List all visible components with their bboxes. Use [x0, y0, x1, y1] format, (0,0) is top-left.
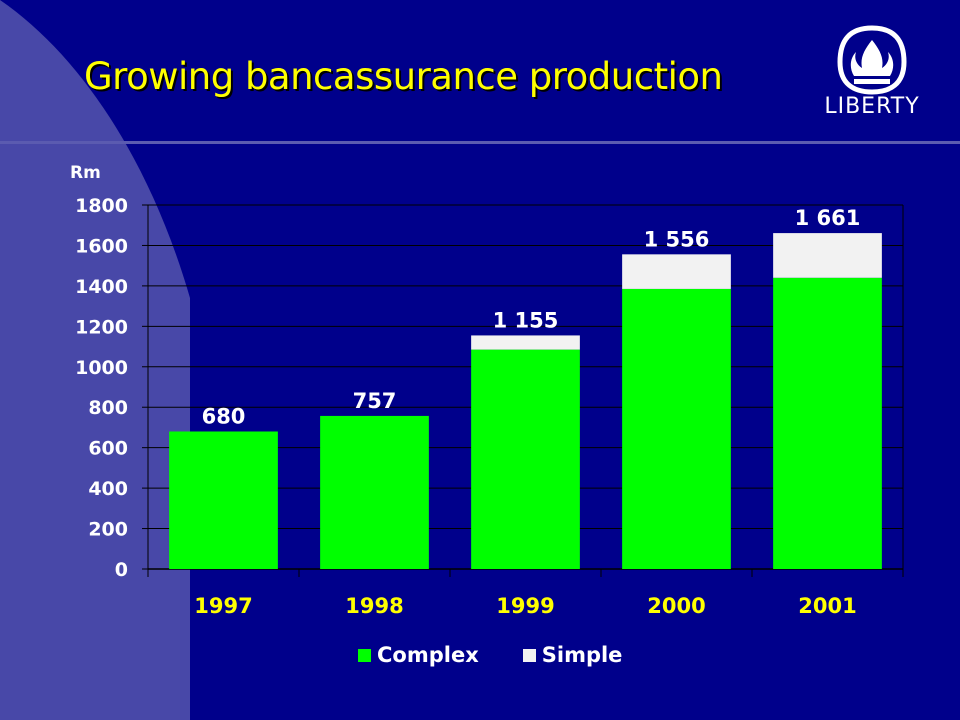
side-panel-shape	[0, 0, 190, 720]
bar-total-label: 757	[353, 389, 397, 413]
bar-total-label: 1 155	[493, 308, 559, 332]
x-tick-label: 1997	[194, 594, 252, 618]
y-tick-label: 800	[88, 397, 128, 419]
bar-simple	[773, 233, 882, 278]
y-tick-label: 1400	[75, 276, 128, 298]
x-tick-label: 2001	[798, 594, 856, 618]
slide-title: Growing bancassurance production	[84, 55, 723, 98]
logo-wordmark: LIBERTY	[824, 94, 920, 119]
legend-label-simple: Simple	[541, 643, 623, 667]
bar-complex	[622, 288, 731, 569]
y-tick-label: 1800	[75, 195, 128, 217]
legend-swatch-complex	[358, 648, 371, 662]
y-axis-unit-label: Rm	[70, 163, 101, 183]
y-tick-label: 1200	[75, 316, 128, 338]
y-tick-label: 200	[88, 519, 128, 541]
bar-complex	[320, 415, 429, 569]
legend-item-simple: Simple	[522, 643, 623, 667]
legend-item-complex: Complex	[358, 643, 479, 667]
bar-simple	[471, 335, 580, 350]
legend-swatch-simple	[522, 648, 536, 662]
y-tick-label: 0	[115, 559, 128, 581]
bar-complex	[773, 277, 882, 569]
x-tick-label: 2000	[647, 594, 705, 618]
bar-total-label: 1 661	[795, 206, 861, 230]
y-tick-label: 1000	[75, 357, 128, 379]
bar-complex	[169, 431, 278, 569]
y-tick-label: 600	[88, 438, 128, 460]
legend-label-complex: Complex	[377, 643, 479, 667]
bar-complex	[471, 349, 580, 569]
flame-shield-icon	[837, 25, 907, 95]
y-tick-label: 400	[88, 478, 128, 500]
x-tick-label: 1998	[345, 594, 403, 618]
title-underline	[0, 141, 960, 144]
bar-total-label: 680	[202, 404, 246, 428]
y-tick-label: 1600	[75, 235, 128, 257]
x-tick-label: 1999	[496, 594, 554, 618]
bar-simple	[622, 254, 731, 289]
chart-legend: Complex Simple	[358, 643, 622, 667]
bar-total-label: 1 556	[644, 227, 710, 251]
